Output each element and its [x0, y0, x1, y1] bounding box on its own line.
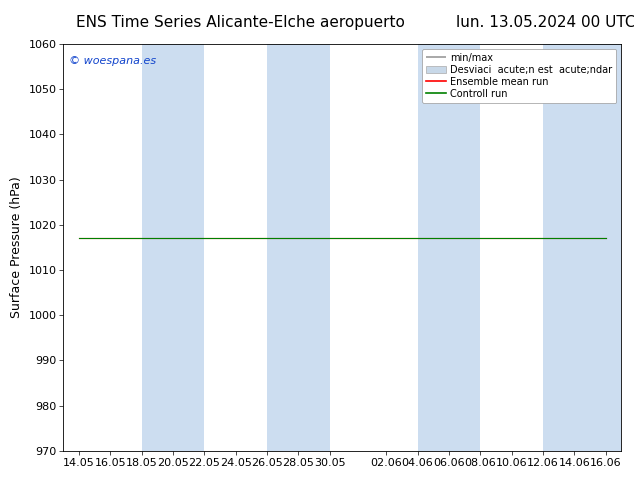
Text: © woespana.es: © woespana.es: [69, 56, 156, 66]
Text: ENS Time Series Alicante-Elche aeropuerto: ENS Time Series Alicante-Elche aeropuert…: [77, 15, 405, 30]
Bar: [267, 44, 330, 451]
Y-axis label: Surface Pressure (hPa): Surface Pressure (hPa): [10, 176, 23, 318]
Bar: [605, 44, 621, 451]
Bar: [142, 44, 204, 451]
Text: lun. 13.05.2024 00 UTC: lun. 13.05.2024 00 UTC: [456, 15, 634, 30]
Bar: [543, 44, 605, 451]
Legend: min/max, Desviaci  acute;n est  acute;ndar, Ensemble mean run, Controll run: min/max, Desviaci acute;n est acute;ndar…: [422, 49, 616, 102]
Bar: [418, 44, 481, 451]
